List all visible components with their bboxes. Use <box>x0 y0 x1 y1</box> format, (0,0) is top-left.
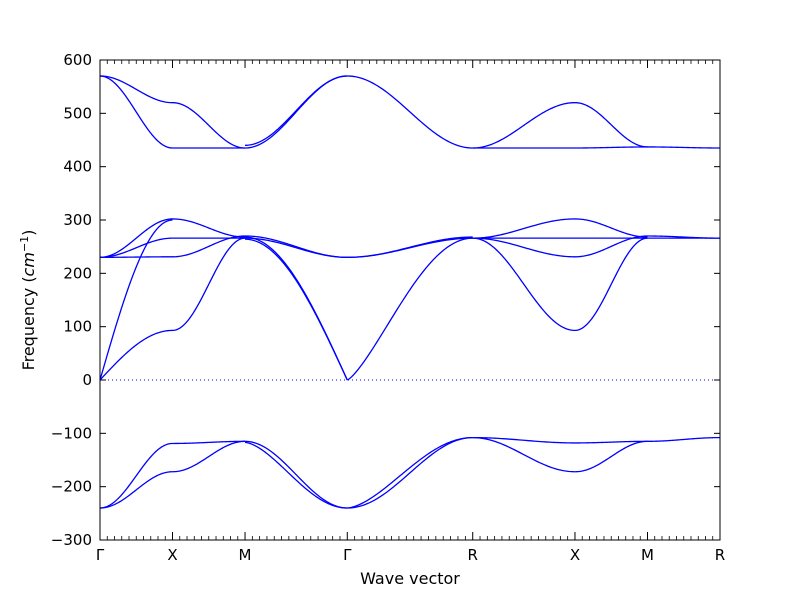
band-branch-35 <box>574 237 648 332</box>
y-axis-label-close: ) <box>19 230 38 236</box>
band-branch-39 <box>99 471 173 509</box>
axes-frame <box>99 59 721 541</box>
band-branch-5 <box>245 75 348 146</box>
y-tick-label: 400 <box>63 158 92 176</box>
x-axis-label: Wave vector <box>360 569 460 588</box>
y-tick-label: −200 <box>51 478 92 496</box>
band-branch-12 <box>99 218 173 258</box>
band-branch-19 <box>172 235 246 258</box>
band-branch-2 <box>172 102 246 149</box>
band-branch-14 <box>100 256 173 258</box>
band-branch-10 <box>574 146 648 149</box>
x-tick-label: R <box>468 546 478 564</box>
band-branch-49 <box>574 440 648 473</box>
x-tick-label: R <box>715 546 725 564</box>
band-branch-20 <box>172 237 246 332</box>
x-tick-label: M <box>239 546 252 564</box>
band-branch-28 <box>472 218 575 239</box>
band-curves <box>99 75 720 509</box>
band-branch-9 <box>574 102 648 148</box>
y-tick-label: 600 <box>63 51 92 69</box>
y-tick-label: −100 <box>51 424 92 442</box>
y-tick-label: −300 <box>51 531 92 549</box>
band-branch-30 <box>472 237 575 258</box>
band-branch-48 <box>574 440 648 444</box>
y-axis-label: Frequency (cm−1) <box>18 230 39 371</box>
band-branch-16 <box>99 329 173 381</box>
band-branch-38 <box>99 442 173 509</box>
band-branch-22 <box>245 237 348 258</box>
band-branch-13 <box>99 237 173 258</box>
y-tick-label: 0 <box>82 371 92 389</box>
band-branch-43 <box>244 441 348 509</box>
y-axis-label-text: Frequency ( <box>19 276 38 370</box>
band-branch-47 <box>472 436 575 473</box>
x-tick-label: X <box>167 546 177 564</box>
y-axis-label-unit: cm <box>19 252 38 276</box>
band-branch-31 <box>472 237 575 332</box>
band-branch-24 <box>245 238 348 381</box>
band-branch-46 <box>472 436 575 444</box>
band-branch-44 <box>347 436 473 509</box>
band-branch-17 <box>172 218 246 238</box>
y-tick-label: 200 <box>63 264 92 282</box>
band-branch-7 <box>472 102 575 149</box>
band-branch-50 <box>647 436 720 442</box>
band-branch-34 <box>574 235 648 258</box>
band-branch-1 <box>99 75 173 149</box>
y-tick-label: 300 <box>63 211 92 229</box>
y-tick-label: 100 <box>63 318 92 336</box>
band-branch-45 <box>347 436 473 509</box>
band-branch-11 <box>647 146 720 149</box>
y-tick-label: 500 <box>63 104 92 122</box>
x-tick-label: Γ <box>96 546 105 564</box>
band-branch-40 <box>172 440 246 445</box>
y-axis-ticks: −300 −200 −100 0 100 200 300 400 500 600 <box>51 51 720 549</box>
band-branch-32 <box>574 218 648 238</box>
band-branch-15 <box>99 219 173 381</box>
x-tick-label: M <box>641 546 654 564</box>
band-branch-6 <box>347 75 473 149</box>
band-branch-42 <box>245 440 348 509</box>
x-tick-label: X <box>570 546 580 564</box>
band-branch-41 <box>172 440 246 473</box>
y-axis-label-exponent: −1 <box>18 236 31 252</box>
band-branch-27 <box>346 237 473 381</box>
band-branch-26 <box>347 236 473 258</box>
x-tick-label: Γ <box>343 546 352 564</box>
band-branch-0 <box>99 75 173 104</box>
plot-frame <box>99 59 721 541</box>
